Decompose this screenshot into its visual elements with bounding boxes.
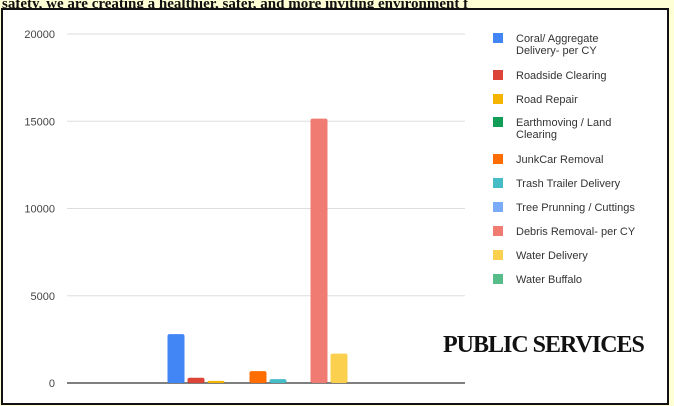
- bar-group-0-1: [187, 377, 205, 383]
- legend-swatch-3: [493, 117, 503, 127]
- legend-label-line: JunkCar Removal: [516, 154, 603, 166]
- bar-group-2-0: [310, 118, 328, 383]
- legend-label-0: Coral/ Aggregate Delivery- per CY: [516, 33, 599, 57]
- legend-swatch-2: [493, 94, 503, 104]
- legend-swatch-0: [493, 33, 503, 43]
- legend-label-1: Roadside Clearing: [516, 70, 607, 82]
- legend-label-8: Water Delivery: [516, 250, 588, 262]
- legend-label-line: Roadside Clearing: [516, 70, 607, 82]
- legend-label-3: Earthmoving / Land Clearing: [516, 117, 611, 141]
- y-tick-label-0: 0: [49, 378, 55, 390]
- legend-swatch-4: [493, 154, 503, 164]
- legend-swatch-1: [493, 70, 503, 80]
- public-services-banner: PUBLIC SERVICES: [443, 332, 645, 358]
- legend-swatch-9: [493, 274, 503, 284]
- legend-label-line: Tree Prunning / Cuttings: [516, 202, 635, 214]
- legend-label-line: Debris Removal- per CY: [516, 226, 636, 238]
- chart-frame: 0 5000 10000 15000 20000 Coral/ Aggregate Del…: [1, 8, 669, 405]
- bars: [167, 118, 348, 383]
- bar-chart: 0 5000 10000 15000 20000 Coral/ Aggregate Del…: [24, 29, 636, 390]
- legend-label-5: Trash Trailer Delivery: [516, 178, 621, 190]
- bar-group-0-0: [167, 334, 185, 383]
- y-tick-label-1: 5000: [31, 291, 55, 303]
- legend-label-2: Road Repair: [516, 94, 578, 106]
- legend-label-line: Trash Trailer Delivery: [516, 178, 621, 190]
- y-tick-label-3: 15000: [24, 116, 55, 128]
- legend-label-line: Earthmoving / Land: [516, 117, 611, 129]
- gridlines: [67, 33, 465, 384]
- legend-swatch-5: [493, 178, 503, 188]
- legend-swatch-7: [493, 226, 503, 236]
- legend-label-line: Road Repair: [516, 94, 578, 106]
- bar-group-2-1: [330, 353, 348, 383]
- legend-label-line: Delivery- per CY: [516, 45, 597, 57]
- legend-label-7: Debris Removal- per CY: [516, 226, 636, 238]
- y-axis-tick-labels: 0 5000 10000 15000 20000: [24, 29, 55, 390]
- bar-group-0-2: [207, 380, 225, 383]
- legend-label-9: Water Buffalo: [516, 274, 582, 286]
- bar-group-1-1: [269, 379, 287, 383]
- legend-label-line: Clearing: [516, 129, 557, 141]
- legend-label-line: Water Delivery: [516, 250, 588, 262]
- legend-swatch-8: [493, 250, 503, 260]
- legend-label-4: JunkCar Removal: [516, 154, 603, 166]
- legend-label-line: Water Buffalo: [516, 274, 582, 286]
- y-tick-label-2: 10000: [24, 204, 55, 216]
- legend-label-6: Tree Prunning / Cuttings: [516, 202, 635, 214]
- legend: Coral/ Aggregate Delivery- per CY Roadside…: [493, 33, 636, 286]
- legend-swatch-6: [493, 202, 503, 212]
- bar-group-1-0: [249, 371, 267, 383]
- y-tick-label-4: 20000: [24, 29, 55, 41]
- legend-label-line: Coral/ Aggregate: [516, 33, 599, 45]
